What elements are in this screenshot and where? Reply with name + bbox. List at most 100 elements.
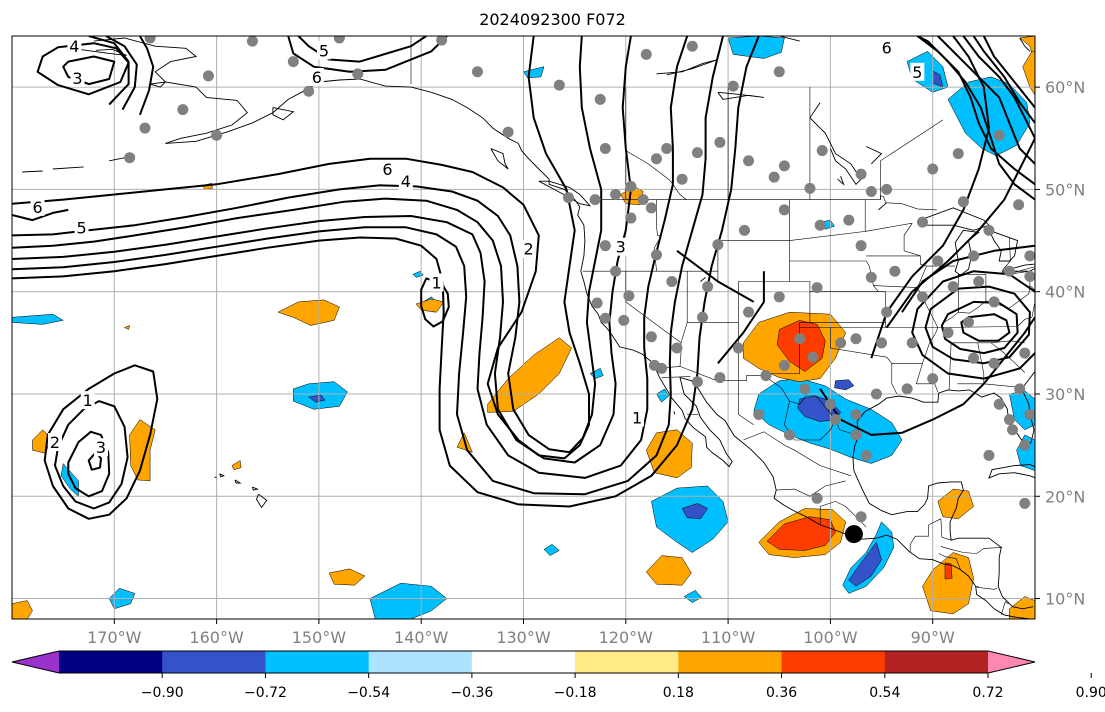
contour-label-bg: [94, 438, 109, 457]
station-dot: [686, 40, 698, 52]
contour-line: [12, 36, 689, 479]
anomaly-region: [412, 270, 424, 278]
anomaly-region: [308, 394, 326, 403]
station-dot: [988, 296, 1000, 308]
coastline: [717, 91, 764, 100]
station-dot: [623, 290, 635, 302]
contour-label-bg: [398, 172, 413, 191]
anomaly-region: [123, 325, 130, 330]
contour-label: 2: [50, 433, 60, 452]
station-dot: [993, 129, 1005, 141]
coastline: [673, 411, 676, 415]
border-line: [865, 222, 913, 232]
contour-line: [12, 36, 724, 496]
storm-center-marker: [844, 525, 863, 544]
colorbar-extend-high: [988, 651, 1035, 673]
station-dot: [865, 185, 877, 197]
coastline: [255, 493, 268, 509]
contour-label-bg: [47, 433, 62, 452]
station-dot: [732, 342, 744, 354]
lon-label: 150°W: [292, 628, 347, 647]
station-dot: [901, 383, 913, 395]
contour-label: 6: [32, 198, 42, 217]
contour-line: [916, 36, 1035, 201]
station-dot: [881, 306, 893, 318]
station-dot: [712, 239, 724, 251]
contour-line: [138, 36, 155, 116]
contour-label-bg: [630, 408, 645, 427]
station-dot: [860, 449, 872, 461]
station-dot: [1013, 199, 1025, 211]
contour-label-bg: [521, 239, 536, 258]
station-dot: [691, 147, 703, 159]
colorbar-segment: [59, 651, 163, 673]
station-dot: [855, 240, 867, 252]
coastline: [251, 486, 259, 491]
coastline: [837, 175, 845, 186]
station-dot: [246, 36, 258, 47]
station-dot: [968, 250, 980, 262]
colorbar-segment: [575, 651, 679, 673]
colorbar-segment: [162, 651, 266, 673]
station-dot: [993, 398, 1005, 410]
coastline: [165, 78, 1030, 619]
contour-label-bg: [317, 41, 332, 60]
contour-label-bg: [70, 68, 85, 87]
station-dot: [932, 255, 944, 267]
colorbar-tick-label: 0.54: [869, 685, 900, 701]
anomaly-region: [369, 582, 448, 619]
station-dot: [850, 333, 862, 345]
contour-lines: [12, 36, 1035, 520]
station-dot: [333, 36, 345, 44]
anomaly-region: [1022, 51, 1035, 96]
station-dot: [714, 372, 726, 384]
anomaly-region: [651, 485, 729, 553]
contour-line: [67, 430, 111, 498]
border-line: [938, 553, 961, 570]
station-dot: [850, 408, 862, 420]
lat-label: 60°N: [1045, 78, 1085, 97]
station-dot: [804, 182, 816, 194]
colorbar-tick-label: −0.90: [141, 685, 184, 701]
colorbar-tick-label: 0.90: [1076, 685, 1105, 701]
contour-label-bg: [910, 62, 925, 81]
contour-line: [297, 36, 427, 63]
station-dot: [835, 337, 847, 349]
station-dot: [1024, 270, 1035, 282]
contour-label: 1: [83, 391, 93, 410]
station-dot: [843, 214, 855, 226]
station-dot: [697, 311, 709, 323]
station-dot: [144, 36, 156, 44]
station-dot: [957, 196, 969, 208]
anomaly-region: [727, 36, 785, 59]
anomaly-region: [681, 503, 708, 520]
contour-label: 1: [431, 273, 441, 292]
lon-label: 90°W: [911, 628, 955, 647]
contour-line: [12, 36, 603, 454]
station-dot: [637, 194, 649, 206]
coastline: [219, 473, 226, 478]
contour-line: [62, 55, 116, 86]
station-dot: [352, 68, 364, 80]
plot-title: 2024092300 F072: [479, 10, 626, 29]
coastline: [779, 36, 800, 42]
lon-label: 120°W: [599, 628, 654, 647]
contour-label-bg: [613, 237, 628, 256]
station-dot: [471, 66, 483, 78]
station-dot: [727, 80, 739, 92]
contour-label-bg: [80, 391, 95, 410]
contour-line: [36, 42, 130, 96]
contour-label: 6: [312, 68, 322, 87]
anomaly-region: [645, 555, 692, 586]
station-dot: [768, 171, 780, 183]
colorbar-segment: [781, 651, 886, 673]
political-borders: [410, 36, 1035, 615]
station-dot: [814, 219, 826, 231]
contour-line: [12, 36, 590, 460]
contour-label: 6: [382, 160, 392, 179]
station-dot: [807, 351, 819, 363]
anomaly-region: [277, 299, 340, 326]
station-dot: [830, 414, 842, 426]
border-line: [738, 380, 754, 425]
anomaly-region: [328, 568, 366, 586]
